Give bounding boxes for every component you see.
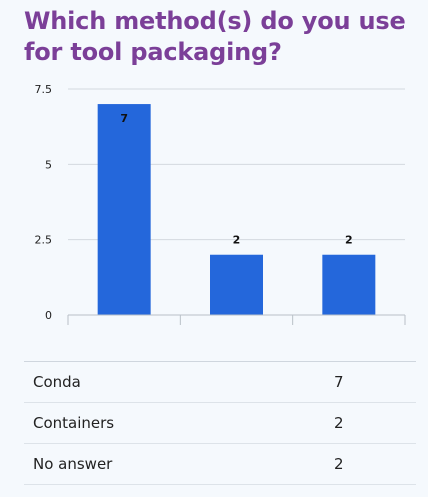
row-value: 2 bbox=[334, 414, 344, 432]
data-label: 7 bbox=[120, 112, 128, 125]
data-label: 2 bbox=[233, 234, 241, 247]
y-axis-ticks: 0 2.5 5 7.5 bbox=[35, 83, 53, 322]
y-tick-label: 2.5 bbox=[35, 234, 53, 247]
chart-title: Which method(s) do you use for tool pack… bbox=[24, 7, 406, 66]
row-label: No answer bbox=[33, 455, 113, 473]
table-row: Containers 2 bbox=[24, 403, 416, 444]
table-row: No answer 2 bbox=[24, 444, 416, 485]
bar-no-answer bbox=[322, 254, 376, 315]
row-label: Conda bbox=[33, 373, 81, 391]
bar-chart: 0 2.5 5 7.5 7 2 2 bbox=[35, 83, 406, 325]
y-tick-label: 5 bbox=[45, 158, 52, 171]
data-labels: 7 2 2 bbox=[120, 112, 352, 247]
table-row: Conda 7 bbox=[24, 361, 416, 403]
y-tick-label: 0 bbox=[45, 309, 52, 322]
row-value: 7 bbox=[334, 373, 344, 391]
row-label: Containers bbox=[33, 414, 115, 432]
summary-table: Conda 7 Containers 2 No answer 2 bbox=[24, 361, 416, 485]
row-value: 2 bbox=[334, 455, 344, 473]
y-tick-label: 7.5 bbox=[35, 83, 53, 96]
x-axis bbox=[67, 314, 406, 325]
data-label: 2 bbox=[345, 234, 353, 247]
bars bbox=[97, 104, 376, 315]
bar-containers bbox=[210, 254, 263, 315]
bar-conda bbox=[97, 104, 151, 315]
